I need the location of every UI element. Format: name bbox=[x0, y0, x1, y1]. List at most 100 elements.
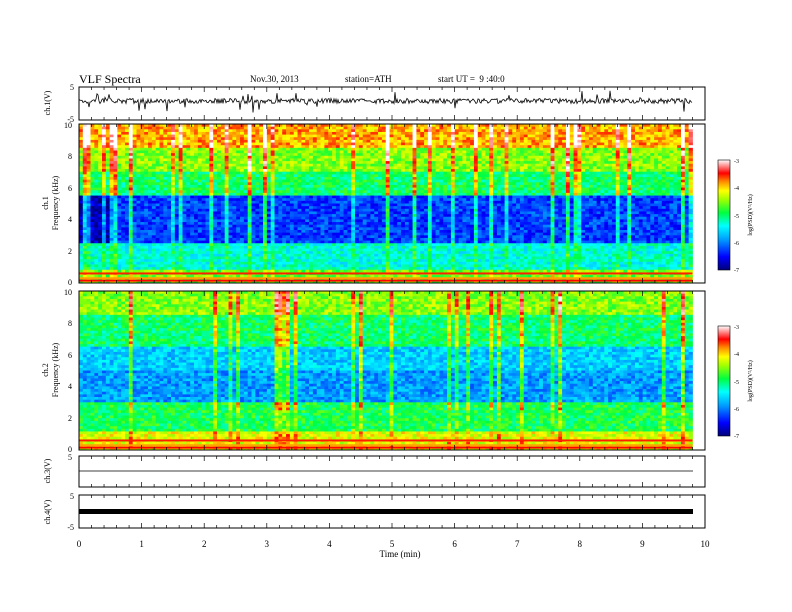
spectrogram-cell bbox=[301, 211, 306, 215]
spectrogram-cell bbox=[240, 161, 245, 165]
spectrogram-cell bbox=[159, 174, 164, 178]
spectrogram-cell bbox=[194, 261, 199, 265]
spectrogram-cell bbox=[274, 179, 279, 183]
spectrogram-cell bbox=[286, 280, 291, 284]
spectrogram-cell bbox=[178, 269, 183, 273]
spectrogram-cell bbox=[274, 248, 279, 252]
spectrogram-cell bbox=[251, 195, 256, 199]
spectrogram-cell bbox=[362, 222, 367, 226]
spectrogram-cell bbox=[209, 184, 214, 188]
spectrogram-cell bbox=[109, 192, 114, 196]
spectrogram-cell bbox=[370, 248, 375, 252]
spectrogram-cell bbox=[270, 150, 275, 154]
spectrogram-cell bbox=[282, 124, 287, 128]
spectrogram-cell bbox=[289, 243, 295, 247]
spectrogram-cell bbox=[320, 190, 325, 194]
spectrogram-cell bbox=[278, 200, 283, 204]
spectrogram-cell bbox=[197, 163, 203, 167]
spectrogram-cell bbox=[347, 150, 352, 154]
spectrogram-cell bbox=[197, 147, 203, 151]
spectrogram-cell bbox=[355, 243, 360, 247]
spectrogram-cell bbox=[121, 169, 126, 173]
spectrogram-cell bbox=[213, 232, 218, 236]
spectrogram-cell bbox=[178, 195, 183, 199]
spectrogram-cell bbox=[79, 253, 84, 257]
spectrogram-cell bbox=[155, 267, 160, 271]
spectrogram-cell bbox=[201, 259, 206, 263]
spectrogram-cell bbox=[305, 145, 310, 149]
spectrogram-cell bbox=[374, 145, 379, 149]
spectrogram-cell bbox=[94, 224, 99, 228]
spectrogram-cell bbox=[159, 232, 164, 236]
spectrogram-cell bbox=[259, 171, 264, 175]
spectrogram-cell bbox=[305, 131, 310, 135]
spectrogram-cell bbox=[167, 222, 172, 226]
spectrogram-cell bbox=[197, 192, 203, 196]
spectrogram-cell bbox=[243, 158, 249, 162]
spectrogram-cell bbox=[182, 227, 187, 231]
spectrogram-cell bbox=[301, 190, 306, 194]
spectrogram-cell bbox=[374, 174, 379, 178]
spectrogram-cell bbox=[128, 219, 134, 223]
spectrogram-cell bbox=[381, 163, 387, 167]
spectrogram-cell bbox=[378, 251, 383, 255]
spectrogram-cell bbox=[197, 142, 203, 146]
spectrogram-cell bbox=[243, 240, 249, 244]
spectrogram-cell bbox=[194, 245, 199, 249]
spectrogram-cell bbox=[374, 206, 379, 210]
spectrogram-cell bbox=[332, 208, 337, 212]
spectrogram-cell bbox=[117, 147, 122, 151]
spectrogram-cell bbox=[98, 219, 103, 223]
spectrogram-cell bbox=[266, 222, 272, 226]
spectrogram-cell bbox=[297, 155, 302, 159]
spectrogram-cell bbox=[159, 243, 164, 247]
spectrogram-cell bbox=[263, 280, 268, 284]
spectrogram-cell bbox=[136, 248, 141, 252]
spectrogram-cell bbox=[263, 150, 268, 154]
spectrogram-cell bbox=[194, 145, 199, 149]
spectrogram-cell bbox=[148, 206, 153, 210]
spectrogram-cell bbox=[117, 171, 122, 175]
spectrogram-cell bbox=[301, 187, 306, 191]
spectrogram-cell bbox=[301, 222, 306, 226]
spectrogram-cell bbox=[259, 134, 264, 138]
spectrogram-cell bbox=[151, 161, 157, 165]
spectrogram-cell bbox=[109, 280, 114, 284]
spectrogram-cell bbox=[335, 184, 341, 188]
spectrogram-cell bbox=[312, 243, 318, 247]
spectrogram-cell bbox=[266, 224, 272, 228]
spectrogram-cell bbox=[339, 206, 344, 210]
spectrogram-cell bbox=[274, 124, 279, 128]
spectrogram-cell bbox=[232, 253, 237, 257]
spectrogram-cell bbox=[159, 219, 164, 223]
spectrogram-cell bbox=[324, 227, 329, 231]
spectrogram-cell bbox=[167, 237, 172, 241]
spectrogram-cell bbox=[251, 137, 256, 141]
spectrogram-cell bbox=[171, 129, 176, 133]
spectrogram-cell bbox=[270, 200, 275, 204]
spectrogram-cell bbox=[186, 214, 191, 218]
spectrogram-cell bbox=[209, 124, 214, 128]
spectrogram-cell bbox=[117, 139, 122, 143]
spectrogram-cell bbox=[247, 134, 252, 138]
spectrogram-cell bbox=[240, 256, 245, 260]
spectrogram-cell bbox=[205, 216, 210, 220]
spectrogram-cell bbox=[209, 222, 214, 226]
spectrogram-cell bbox=[393, 245, 398, 249]
spectrogram-cell bbox=[224, 251, 229, 255]
spectrogram-cell bbox=[94, 261, 99, 265]
spectrogram-cell bbox=[197, 179, 203, 183]
spectrogram-cell bbox=[255, 245, 260, 249]
spectrogram-cell bbox=[305, 256, 310, 260]
spectrogram-cell bbox=[197, 177, 203, 181]
spectrogram-cell bbox=[351, 227, 356, 231]
spectrogram-cell bbox=[270, 184, 275, 188]
spectrogram-cell bbox=[263, 129, 268, 133]
spectrogram-cell bbox=[270, 206, 275, 210]
spectrogram-cell bbox=[132, 150, 137, 154]
spectrogram-cell bbox=[190, 131, 195, 135]
spectrogram-cell bbox=[270, 267, 275, 271]
spectrogram-cell bbox=[343, 280, 348, 284]
spectrogram-cell bbox=[125, 137, 130, 141]
spectrogram-cell bbox=[263, 232, 268, 236]
